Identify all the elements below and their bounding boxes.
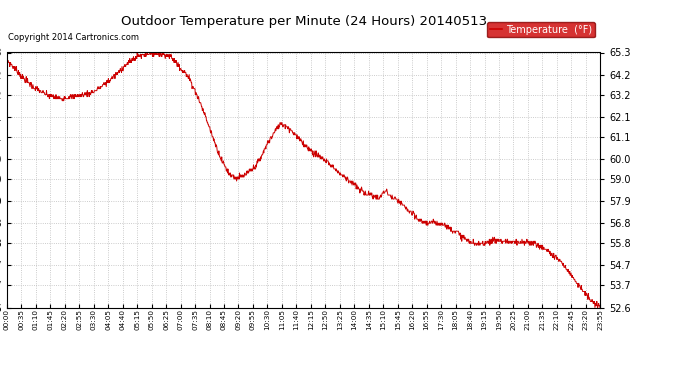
Text: Outdoor Temperature per Minute (24 Hours) 20140513: Outdoor Temperature per Minute (24 Hours…: [121, 15, 486, 28]
Text: Copyright 2014 Cartronics.com: Copyright 2014 Cartronics.com: [8, 33, 139, 42]
Legend: Temperature  (°F): Temperature (°F): [487, 22, 595, 38]
